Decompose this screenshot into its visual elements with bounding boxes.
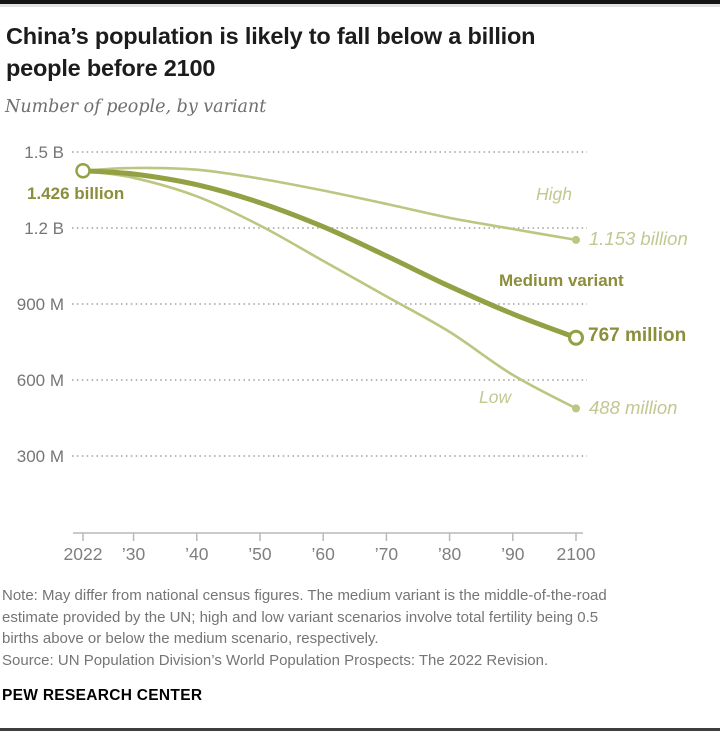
title-line-2: people before 2100 <box>6 54 216 81</box>
start-value-label: 1.426 billion <box>27 184 125 203</box>
x-axis-label--90: ’90 <box>501 544 525 564</box>
note-text-line-1: Note: May differ from national census fi… <box>2 587 607 604</box>
end-point-marker-medium-variant <box>568 329 584 346</box>
footer: Note: May differ from national census fi… <box>2 585 718 705</box>
population-line-chart: 1.5 B 1.2 B 900 M 600 M 300 M 2022 ’30 ’40 ’50 ’6… <box>17 143 596 564</box>
series-line-medium-variant <box>80 168 579 341</box>
x-axis-label--60: ’60 <box>311 544 335 564</box>
low-end-value-label: 488 million <box>589 397 678 418</box>
title-line-1: China’s population is likely to fall bel… <box>6 23 536 49</box>
y-axis-label-300-m: 300 M <box>17 447 64 466</box>
x-axis-label--70: ’70 <box>375 544 399 564</box>
x-axis-label-2022: 2022 <box>64 544 103 564</box>
high-series-label: High <box>536 184 572 204</box>
end-point-marker-high <box>572 235 580 244</box>
bottom-border-line <box>0 728 720 731</box>
end-point-marker-low <box>572 404 580 413</box>
chart-subtitle: Number of people, by variant <box>5 97 267 117</box>
high-end-value-label: 1.153 billion <box>589 228 688 249</box>
y-axis-label-600-m: 600 M <box>17 371 64 390</box>
note-text-line-2: estimate provided by the UN; high and lo… <box>2 608 599 626</box>
y-axis-label-900-m: 900 M <box>17 295 64 314</box>
note-text-line-3: births above or below the medium scenari… <box>2 630 379 647</box>
x-axis-label-2100: 2100 <box>557 544 596 564</box>
x-axis-label--80: ’80 <box>438 544 462 564</box>
medium-series-label: Medium variant <box>499 271 624 290</box>
medium-end-value-label: 767 million <box>588 325 687 346</box>
x-axis-label--50: ’50 <box>248 544 272 564</box>
y-axis-label-1-5-b: 1.5 B <box>24 143 64 162</box>
start-point-marker <box>75 163 91 179</box>
brand-logo-text: PEW RESEARCH CENTER <box>2 687 203 704</box>
x-axis-label--40: ’40 <box>185 544 209 564</box>
low-series-label: Low <box>479 387 512 407</box>
source-text: Source: UN Population Division’s World P… <box>2 651 549 669</box>
page-title: China’s population is likely to fall bel… <box>6 21 535 84</box>
y-axis-label-1-2-b: 1.2 B <box>24 219 64 238</box>
series-line-low <box>81 169 578 410</box>
top-border-bar <box>0 0 720 7</box>
x-axis-label--30: ’30 <box>122 544 146 564</box>
chart-area: 1.5 B 1.2 B 900 M 600 M 300 M 2022 ’30 ’40 ’50 ’6… <box>0 130 720 565</box>
series-line-high <box>81 166 578 242</box>
